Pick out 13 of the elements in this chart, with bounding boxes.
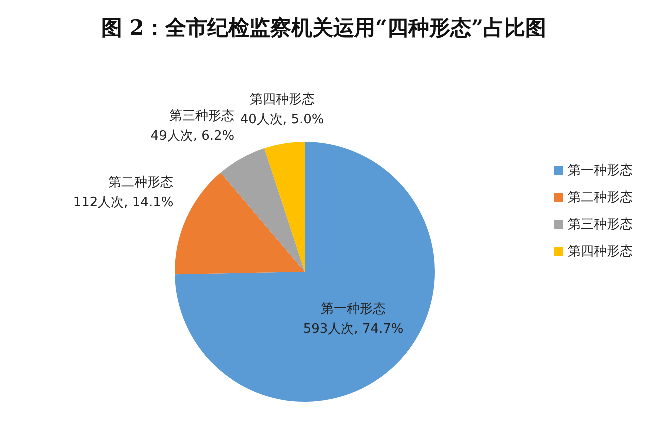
slice-label: 第一种形态 <box>321 302 386 318</box>
slice-label: 第二种形态 <box>108 175 174 190</box>
legend-label: 第一种形态 <box>568 164 633 178</box>
data-label: 49人次, 6.2% <box>150 128 235 144</box>
slice-label: 第三种形态 <box>170 108 235 124</box>
data-label: 112人次, 14.1% <box>73 195 174 210</box>
legend-label: 第三种形态 <box>568 218 633 232</box>
legend-label: 第二种形态 <box>568 190 633 206</box>
data-label: 40人次, 5.0% <box>240 112 324 128</box>
slice-label: 第四种形态 <box>250 92 315 108</box>
data-label: 593人次, 74.7% <box>303 322 404 338</box>
legend-label: 第四种形态 <box>568 244 633 260</box>
chart-title: 图 2：全市纪检监察机关运用“四种形态”占比图 <box>101 15 547 40</box>
